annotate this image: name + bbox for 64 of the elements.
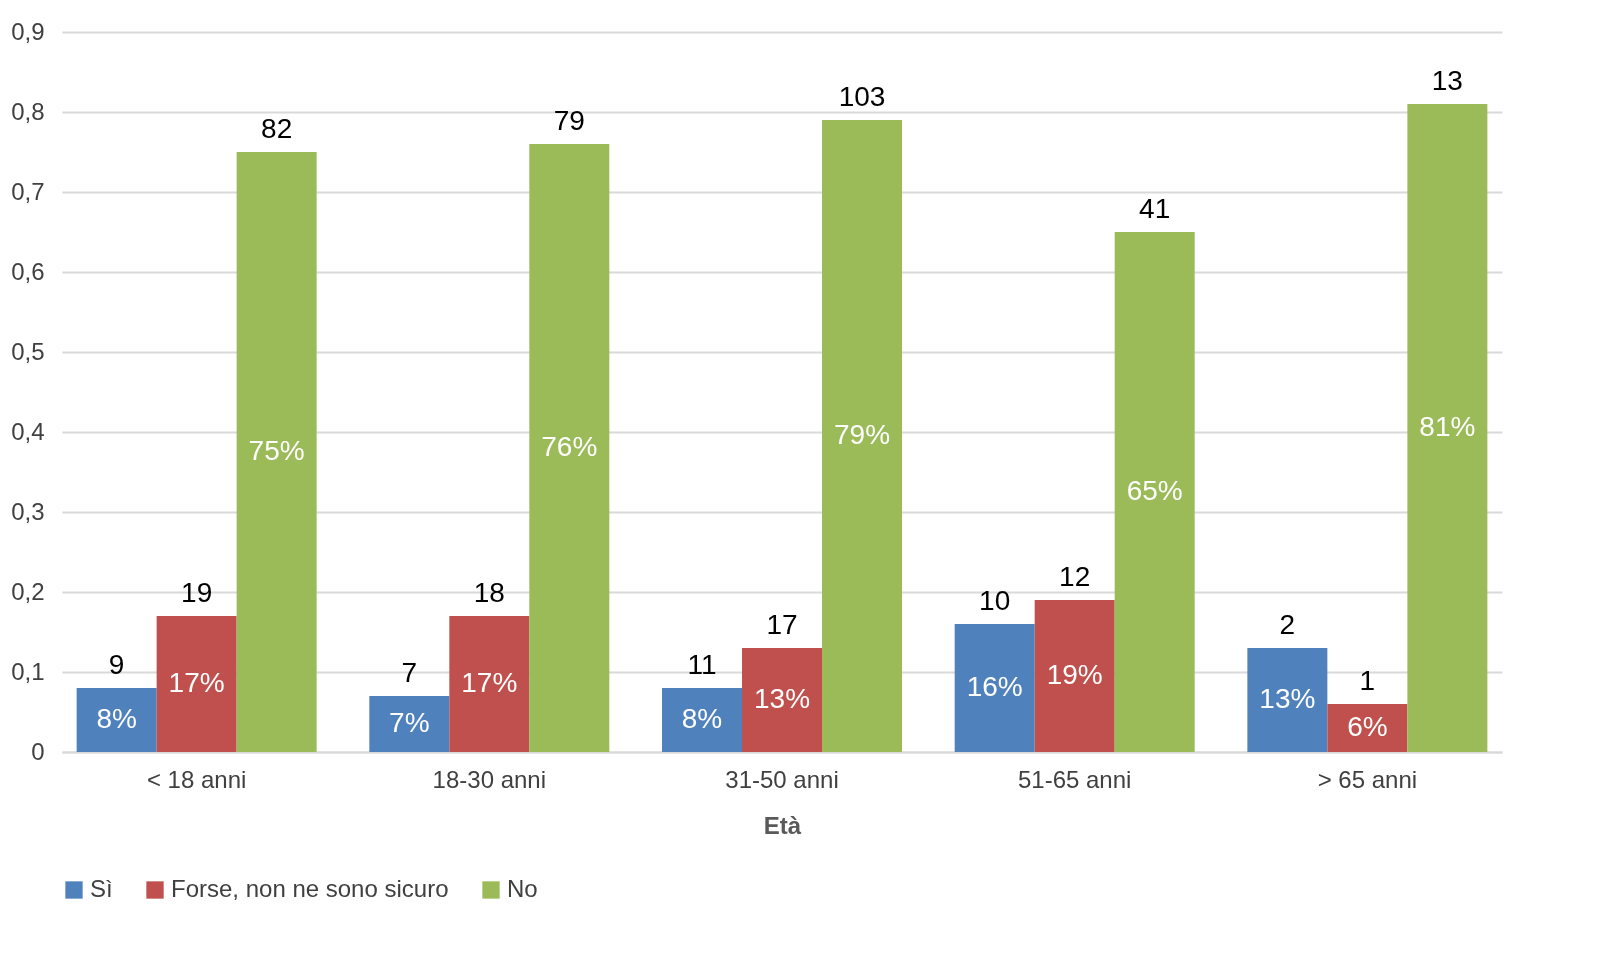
- bar: [369, 696, 450, 752]
- data-label: 8%: [96, 703, 137, 734]
- annotation: 19: [181, 577, 213, 608]
- data-label: 81%: [1419, 411, 1476, 442]
- bar: [1114, 232, 1195, 752]
- annotation: 82: [261, 113, 293, 144]
- annotation: 2: [1279, 609, 1296, 640]
- legend-label: No: [507, 875, 538, 902]
- bar: [449, 616, 530, 752]
- x-tick-label: 51-65 anni: [1017, 765, 1132, 793]
- bar: [76, 688, 157, 752]
- bar: [156, 616, 237, 752]
- annotation: 10: [979, 585, 1011, 616]
- data-label: 65%: [1126, 475, 1183, 506]
- bar: [1327, 704, 1408, 752]
- annotation: 1: [1359, 665, 1376, 696]
- bar: [529, 144, 610, 752]
- data-label: 17%: [461, 667, 518, 698]
- annotation: 79: [553, 105, 585, 136]
- bar: [742, 648, 822, 752]
- data-label: 75%: [248, 435, 305, 466]
- annotation: 41: [1139, 193, 1171, 224]
- y-tick-label: 0: [31, 737, 45, 765]
- annotation: 103: [838, 81, 886, 112]
- bar: [1034, 600, 1115, 752]
- annotation: 13: [1431, 65, 1463, 96]
- data-label: 6%: [1347, 711, 1388, 742]
- annotation: 12: [1059, 561, 1091, 592]
- bar: [822, 120, 902, 752]
- x-tick-label: 18-30 anni: [432, 765, 547, 793]
- annotation: 9: [108, 649, 125, 680]
- x-tick-label: > 65 anni: [1317, 765, 1418, 793]
- y-tick-label: 0,7: [11, 177, 45, 205]
- y-tick-label: 0,8: [11, 97, 45, 125]
- legend-label: Forse, non ne sono sicuro: [171, 875, 449, 902]
- y-tick-label: 0,2: [11, 577, 45, 605]
- y-tick-label: 0,3: [11, 497, 45, 525]
- x-tick-label: < 18 anni: [146, 765, 247, 793]
- y-tick-label: 0,1: [11, 657, 45, 685]
- annotation: 7: [401, 657, 418, 688]
- bar: [236, 152, 317, 752]
- data-label: 76%: [541, 431, 598, 462]
- data-label: 8%: [681, 703, 723, 734]
- y-tick-label: 0,5: [11, 337, 45, 365]
- annotation: 17: [766, 609, 798, 640]
- data-label: 13%: [1259, 683, 1316, 714]
- legend-label: Sì: [90, 875, 113, 902]
- bar: [1407, 104, 1488, 752]
- y-tick-label: 0,6: [11, 257, 45, 285]
- bar: [954, 624, 1035, 752]
- y-tick-label: 0,4: [11, 417, 45, 445]
- x-tick-label: 31-50 anni: [725, 765, 839, 793]
- data-label: 13%: [753, 683, 811, 714]
- bar: [1247, 648, 1328, 752]
- x-axis-title: Età: [763, 811, 802, 839]
- bar: [662, 688, 742, 752]
- annotation: 11: [687, 649, 717, 680]
- data-label: 16%: [966, 671, 1023, 702]
- data-label: 19%: [1046, 659, 1103, 690]
- data-label: 17%: [168, 667, 225, 698]
- data-label: 7%: [389, 707, 430, 738]
- data-label: 79%: [833, 419, 891, 450]
- y-tick-label: 0,9: [11, 17, 45, 45]
- annotation: 18: [473, 577, 505, 608]
